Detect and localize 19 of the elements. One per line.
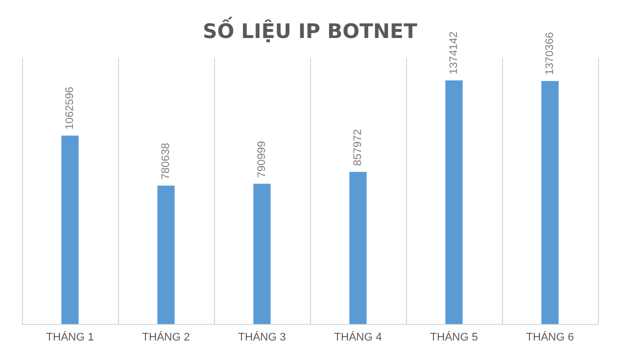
bar [349, 172, 367, 324]
data-label: 780638 [160, 142, 172, 180]
x-tick-label: THÁNG 1 [46, 330, 94, 344]
chart-title: SỐ LIỆU IP BOTNET [202, 16, 418, 43]
bar [61, 136, 79, 324]
data-label: 1374142 [448, 31, 460, 74]
x-tick-label: THÁNG 5 [430, 330, 478, 344]
data-label: 1062596 [64, 86, 76, 130]
x-tick-label: THÁNG 4 [334, 330, 382, 344]
x-tick-label: THÁNG 3 [238, 330, 286, 344]
bar [157, 186, 175, 324]
data-label: 790999 [256, 141, 268, 178]
x-tick-label: THÁNG 6 [526, 330, 574, 344]
x-tick-label: THÁNG 2 [142, 330, 190, 344]
bar [445, 80, 463, 324]
bar [541, 80, 559, 324]
data-label: 1370366 [544, 32, 556, 75]
bar [253, 184, 271, 324]
data-label: 857972 [352, 129, 364, 166]
